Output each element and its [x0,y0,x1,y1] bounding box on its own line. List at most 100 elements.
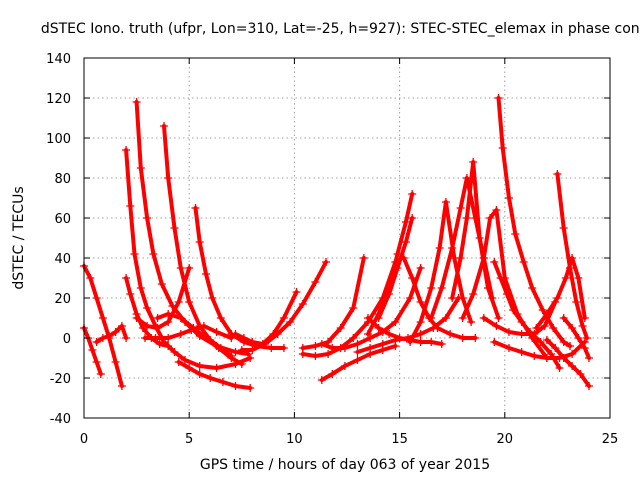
data-point [340,344,349,352]
data-point [528,284,537,292]
data-point [401,238,410,246]
data-point [574,334,583,342]
data-point [475,234,484,242]
data-point [155,340,164,348]
data-point [336,324,345,332]
data-point [559,354,568,362]
data-point [298,344,307,352]
data-point [143,304,152,312]
y-tick-label: 40 [54,252,71,267]
data-point [458,294,467,302]
data-point [136,284,145,292]
y-tick-label: 120 [46,92,71,107]
data-point [458,334,467,342]
data-point [484,284,492,292]
data-point [492,206,501,214]
series-line [408,200,474,344]
data-point [408,214,417,222]
data-point [505,194,513,202]
data-point [227,334,236,342]
data-point [292,288,301,296]
data-point [553,170,562,178]
series-28 [490,258,564,372]
data-point [519,258,528,266]
series-12 [153,310,246,368]
data-point [555,364,564,372]
y-tick-label: 140 [46,52,71,67]
data-point [549,324,558,332]
data-point [427,284,436,292]
data-point [374,314,383,322]
y-tick-label: 100 [46,132,71,147]
data-point [538,306,547,314]
data-point [122,146,131,154]
data-point [208,294,217,302]
data-point [437,340,446,348]
data-point [185,364,194,372]
data-point [427,338,436,346]
data-point [216,314,225,322]
data-point [237,360,246,368]
data-point [153,314,162,322]
data-point [164,310,173,318]
series-24 [406,198,476,346]
data-point [246,384,255,392]
data-point [279,344,288,352]
data-point [214,344,223,352]
data-point [170,348,179,356]
data-point [385,330,394,338]
series-30 [479,298,560,338]
x-tick-label: 25 [602,432,619,447]
data-point [496,274,505,282]
x-tick-label: 20 [497,432,514,447]
data-point [164,174,173,182]
data-point [462,214,471,222]
data-point [231,330,240,338]
data-point [530,330,539,338]
series-26 [448,158,503,322]
data-point [164,334,173,342]
data-point [353,348,362,356]
series-3 [92,322,131,346]
data-point [416,264,425,272]
data-point [98,314,107,322]
data-point [401,218,410,226]
series-14 [237,258,330,354]
y-tick-label: 80 [54,172,71,187]
data-point [364,314,372,322]
data-point [227,354,236,362]
data-point [542,336,551,344]
data-point [92,294,101,302]
y-tick-label: -20 [50,372,71,387]
series-line [401,256,478,340]
data-point [366,344,375,352]
data-point [517,318,526,326]
data-point [149,250,158,258]
data-point [471,334,480,342]
series-line [319,266,423,350]
data-point [231,348,240,356]
series-line [555,172,589,340]
series-22 [374,214,417,322]
data-point [353,340,362,348]
data-point [585,382,593,390]
series-line [94,324,129,344]
data-point [505,328,513,336]
series-line [134,266,192,330]
x-tick-label: 10 [286,432,303,447]
data-point [490,338,499,346]
data-point [374,324,383,332]
series-line [82,264,124,388]
data-point [185,298,194,306]
data-point [170,224,179,232]
data-point [494,314,503,322]
data-point [399,254,408,262]
tick-marks [83,57,611,419]
data-point [311,352,320,360]
data-point [160,122,168,130]
series-10 [141,322,236,342]
data-point [117,322,126,330]
data-point [448,294,457,302]
data-point [141,334,149,342]
data-point [536,338,545,346]
